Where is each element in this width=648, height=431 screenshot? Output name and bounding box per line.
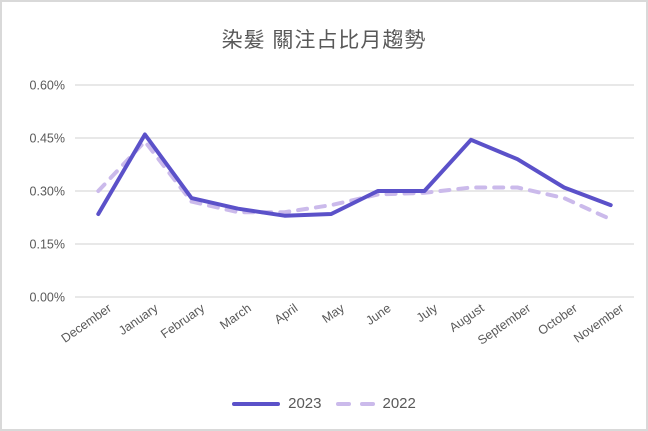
x-axis-label: November (571, 301, 626, 346)
y-axis-label: 0.15% (30, 238, 65, 252)
x-axis-label: August (447, 301, 487, 335)
legend-dash-segment (359, 401, 375, 406)
x-axis-label: May (320, 301, 348, 326)
x-axis-label: September (475, 301, 533, 348)
legend-label-2022: 2022 (382, 395, 416, 412)
legend-swatch-2023-solid-line (232, 401, 281, 406)
y-axis-label: 0.45% (30, 132, 65, 146)
x-axis-label: July (414, 301, 441, 326)
x-axis-label: March (217, 301, 254, 332)
legend-item-2022: 2022 (335, 395, 416, 412)
legend-label-2023: 2023 (288, 395, 322, 412)
legend: 2023 2022 (2, 395, 646, 412)
x-axis-label: February (158, 301, 208, 342)
series-line-2023 (96, 132, 613, 218)
x-axis-label: April (272, 301, 301, 327)
x-axis-label: December (59, 301, 114, 346)
legend-swatch-2022-dashed-line (335, 401, 375, 406)
legend-item-2023: 2023 (232, 395, 322, 412)
y-axis-label: 0.60% (30, 79, 65, 93)
chart-title: 染髮 關注占比月趨勢 (221, 29, 427, 52)
series-line-2022 (96, 139, 613, 222)
x-axis-label: January (116, 301, 161, 338)
legend-dash-segment (335, 401, 351, 406)
x-axis-label: June (363, 301, 393, 328)
y-axis-label: 0.00% (30, 291, 65, 305)
y-axis-label: 0.30% (30, 185, 65, 199)
